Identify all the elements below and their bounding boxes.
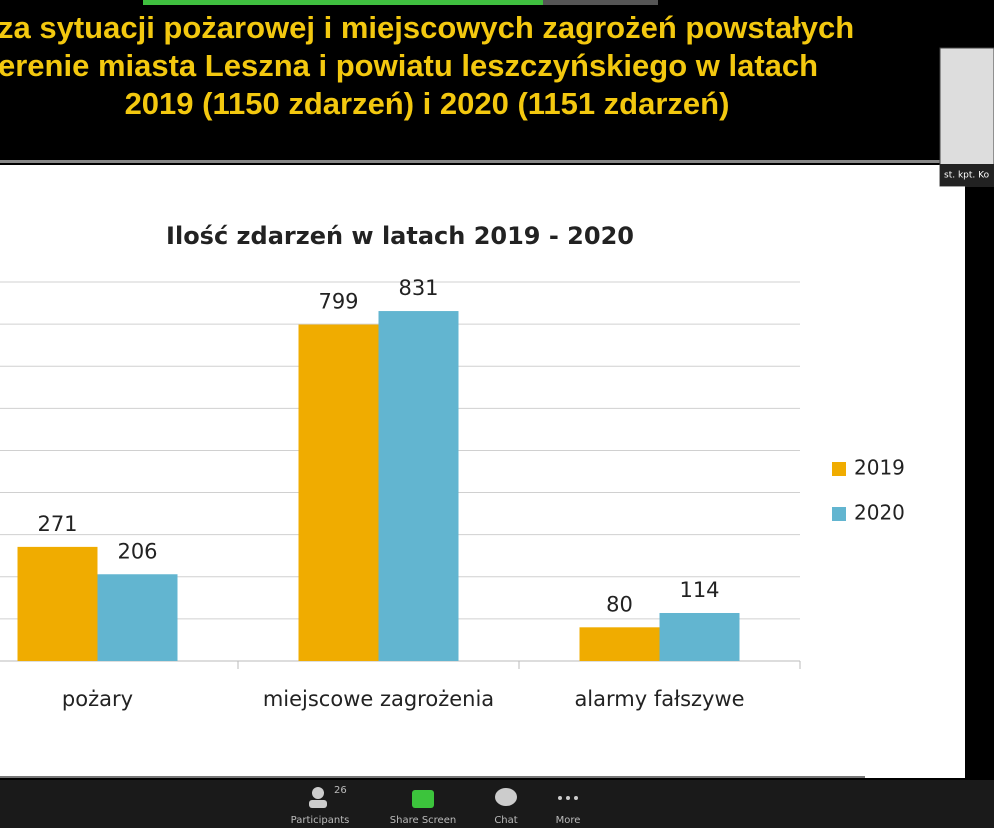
data-label: 206 bbox=[117, 539, 157, 563]
video-tile[interactable] bbox=[939, 47, 994, 187]
icon bbox=[495, 788, 517, 806]
legend-swatch bbox=[832, 507, 846, 521]
bar bbox=[17, 546, 98, 661]
x-tick-label: pożary bbox=[62, 687, 133, 711]
icon bbox=[574, 796, 578, 800]
data-label: 80 bbox=[606, 592, 633, 616]
bar bbox=[378, 311, 459, 661]
slide bbox=[0, 165, 965, 778]
icon bbox=[412, 790, 434, 808]
plot: pożary miejscowe zagrożenia alarmy fałszyw… bbox=[0, 276, 905, 711]
more-button[interactable]: More bbox=[556, 796, 581, 826]
x-tick-label: miejscowe zagrożenia bbox=[263, 687, 494, 711]
icon bbox=[558, 796, 562, 800]
icon bbox=[566, 796, 570, 800]
share-screen-button[interactable]: Share Screen bbox=[390, 790, 456, 826]
legend-swatch bbox=[832, 462, 846, 476]
header-line: za sytuacji pożarowej i miejscowych zagr… bbox=[0, 10, 854, 45]
toolbar-label: Share Screen bbox=[390, 815, 456, 826]
bar bbox=[97, 574, 178, 661]
toolbar-label: Participants bbox=[291, 815, 350, 826]
data-label: 831 bbox=[398, 276, 438, 300]
legend-label: 2020 bbox=[854, 501, 905, 525]
icon bbox=[309, 800, 327, 808]
header-line: erenie miasta Leszna i powiatu leszczyńs… bbox=[0, 48, 818, 83]
slide-rule bbox=[0, 776, 865, 778]
header-rule bbox=[0, 160, 965, 163]
chat-button[interactable]: Chat bbox=[494, 788, 518, 826]
header-line: 2019 (1150 zdarzeń) i 2020 (1151 zdarzeń… bbox=[125, 86, 730, 121]
bar bbox=[298, 324, 379, 661]
data-label: 271 bbox=[37, 512, 77, 536]
data-label: 799 bbox=[318, 290, 358, 314]
video-tile-name: st. kpt. Ko bbox=[944, 171, 990, 181]
participants-count: 26 bbox=[334, 785, 347, 796]
toolbar-label: More bbox=[556, 815, 581, 826]
chart-title: Ilość zdarzeń w latach 2019 - 2020 bbox=[166, 222, 634, 250]
share-bar bbox=[143, 0, 543, 5]
legend-label: 2019 bbox=[854, 456, 905, 480]
share-bar-end bbox=[543, 0, 658, 5]
x-tick-label: alarmy fałszywe bbox=[574, 687, 744, 711]
toolbar bbox=[0, 780, 994, 828]
bar bbox=[579, 627, 660, 661]
toolbar-label: Chat bbox=[494, 815, 517, 826]
bar bbox=[659, 612, 740, 661]
data-label: 114 bbox=[679, 578, 719, 602]
video-tile-label-bg bbox=[940, 164, 994, 186]
icon bbox=[312, 787, 324, 799]
participants-button[interactable]: 26 Participants bbox=[291, 785, 350, 826]
